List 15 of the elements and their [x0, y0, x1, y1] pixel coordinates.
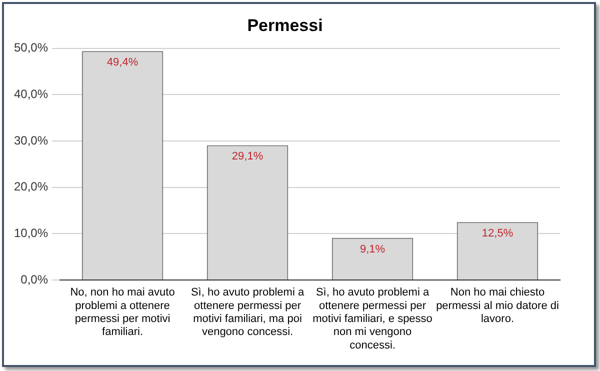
x-tick-label: Sì, ho avuto problemi a ottenere permessi per motivi familiari, ma poi vengono concessi.: [190, 286, 305, 338]
y-tick-label: 10,0%: [14, 226, 48, 240]
chart-title: Permessi: [247, 16, 323, 35]
y-tick-label: 20,0%: [14, 180, 48, 194]
y-tick-label: 30,0%: [14, 133, 48, 148]
y-tick-label: 40,0%: [14, 87, 48, 102]
data-label: 49,4%: [106, 56, 138, 69]
x-tick-label: Sì, ho avuto problemi a ottenere permessi per motivi familiari, e spesso non mi vengono concessi.: [312, 286, 432, 352]
x-tick-label: No, non ho mai avuto problemi a ottenere permessi per motivi familiari.: [70, 286, 175, 338]
y-tick-label: 0,0%: [20, 272, 48, 286]
data-label: 12,5%: [482, 228, 514, 240]
y-tick-label: 50,0%: [14, 40, 48, 55]
x-tick-label: Non ho mai chiesto permessi al mio datore di lavoro.: [436, 286, 559, 326]
data-label: 9,1%: [360, 243, 386, 256]
data-label: 29,1%: [232, 150, 264, 163]
